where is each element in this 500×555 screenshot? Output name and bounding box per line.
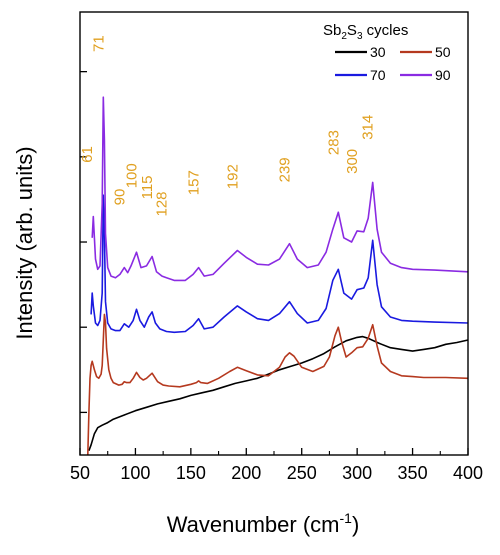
series-70-line (90, 194, 469, 334)
peak-label-128: 128 (154, 191, 171, 216)
x-tick-label: 150 (176, 463, 206, 483)
plot-frame (79, 11, 469, 456)
x-tick-label: 50 (70, 463, 90, 483)
peak-label-300: 300 (344, 149, 361, 174)
peak-label-157: 157 (186, 170, 203, 195)
legend-label-70: 70 (370, 67, 386, 83)
x-tick-label: 400 (453, 463, 483, 483)
legend-label-50: 50 (435, 44, 451, 60)
legend-label-90: 90 (435, 67, 451, 83)
peak-label-90: 90 (111, 189, 128, 206)
peak-label-192: 192 (224, 164, 241, 189)
peak-label-314: 314 (360, 115, 377, 140)
peak-label-71: 71 (90, 35, 107, 52)
series-90-line (91, 96, 469, 282)
series-30-line (88, 335, 469, 451)
legend: Sb2S3 cycles 30 50 70 90 (323, 22, 451, 83)
peak-label-61: 61 (79, 146, 96, 163)
peak-label-100: 100 (124, 163, 141, 188)
x-tick-label: 100 (120, 463, 150, 483)
axes: 50 100 150 200 250 300 350 400 (70, 11, 483, 483)
x-tick-label: 250 (287, 463, 317, 483)
legend-label-30: 30 (370, 44, 386, 60)
x-axis-label: Wavenumber (cm-1) (167, 510, 360, 537)
peak-label-115: 115 (139, 175, 156, 199)
x-tick-label: 350 (398, 463, 428, 483)
series-50-line (87, 313, 469, 456)
peak-label-239: 239 (277, 157, 294, 182)
peak-label-283: 283 (325, 130, 342, 155)
legend-title: Sb2S3 cycles (323, 22, 408, 42)
plot-area (87, 96, 469, 456)
x-tick-label: 200 (231, 463, 261, 483)
y-axis-label: Intensity (arb. units) (12, 146, 37, 339)
x-tick-label: 300 (342, 463, 372, 483)
